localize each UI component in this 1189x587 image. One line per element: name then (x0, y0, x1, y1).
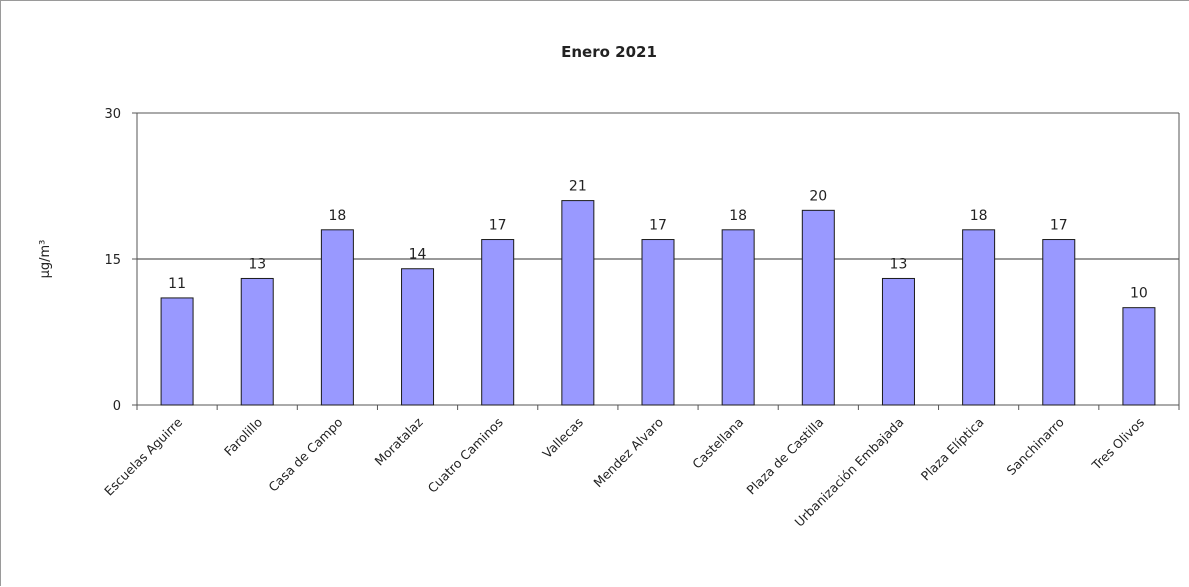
x-tick-label: Casa de Campo (265, 415, 345, 495)
bar-2 (240, 277, 274, 406)
x-tick-label: Moratalaz (372, 414, 426, 468)
x-tick-label: Mendez Alvaro (590, 415, 666, 491)
data-label: 17 (649, 218, 667, 234)
data-label: 17 (1050, 218, 1068, 234)
data-label: 13 (248, 256, 266, 272)
bar-12 (1042, 239, 1076, 406)
data-label: 18 (970, 208, 988, 224)
y-tick-label: 0 (113, 399, 121, 414)
x-tick-label: Escuelas Aguirre (101, 414, 185, 498)
bar-8 (721, 229, 755, 406)
bar-7 (641, 239, 675, 406)
data-label: 17 (489, 218, 507, 234)
y-axis-title-group: µg/m³ (38, 240, 53, 279)
bars (160, 200, 1156, 406)
x-tick-label: Plaza de Castilla (743, 415, 826, 498)
y-axis-title: µg/m³ (38, 240, 53, 279)
chart-title: Enero 2021 (561, 43, 657, 61)
x-tick-label: Vallecas (539, 415, 586, 462)
data-label: 21 (569, 179, 587, 195)
data-label: 18 (729, 208, 747, 224)
x-tick-label: Castellana (689, 415, 746, 472)
bar-11 (962, 229, 996, 406)
x-tick-label: Plaza Elíptica (918, 415, 987, 484)
data-label: 14 (409, 247, 427, 263)
bar-1 (160, 297, 194, 406)
y-tick-label: 15 (104, 253, 121, 268)
data-label: 20 (809, 188, 827, 204)
y-tick-label: 30 (104, 107, 121, 122)
data-label: 13 (890, 256, 908, 272)
bar-13 (1122, 307, 1156, 406)
data-labels: 11 13 18 14 17 21 17 18 20 13 18 17 10 (168, 179, 1148, 302)
bar-6 (561, 200, 595, 406)
data-label: 18 (328, 208, 346, 224)
bar-5 (481, 239, 515, 406)
x-tick-label: Farolillo (221, 415, 265, 459)
x-tick-label: Cuatro Caminos (425, 415, 506, 496)
data-label: 11 (168, 276, 186, 292)
bar-10 (881, 277, 915, 406)
data-label: 10 (1130, 286, 1148, 302)
x-tick-label: Tres Olivos (1088, 415, 1147, 474)
bar-4 (401, 268, 435, 406)
gridlines (137, 112, 1179, 260)
bar-9 (801, 209, 835, 406)
x-tick-label: Sanchinarro (1003, 415, 1067, 479)
bar-3 (320, 229, 354, 406)
